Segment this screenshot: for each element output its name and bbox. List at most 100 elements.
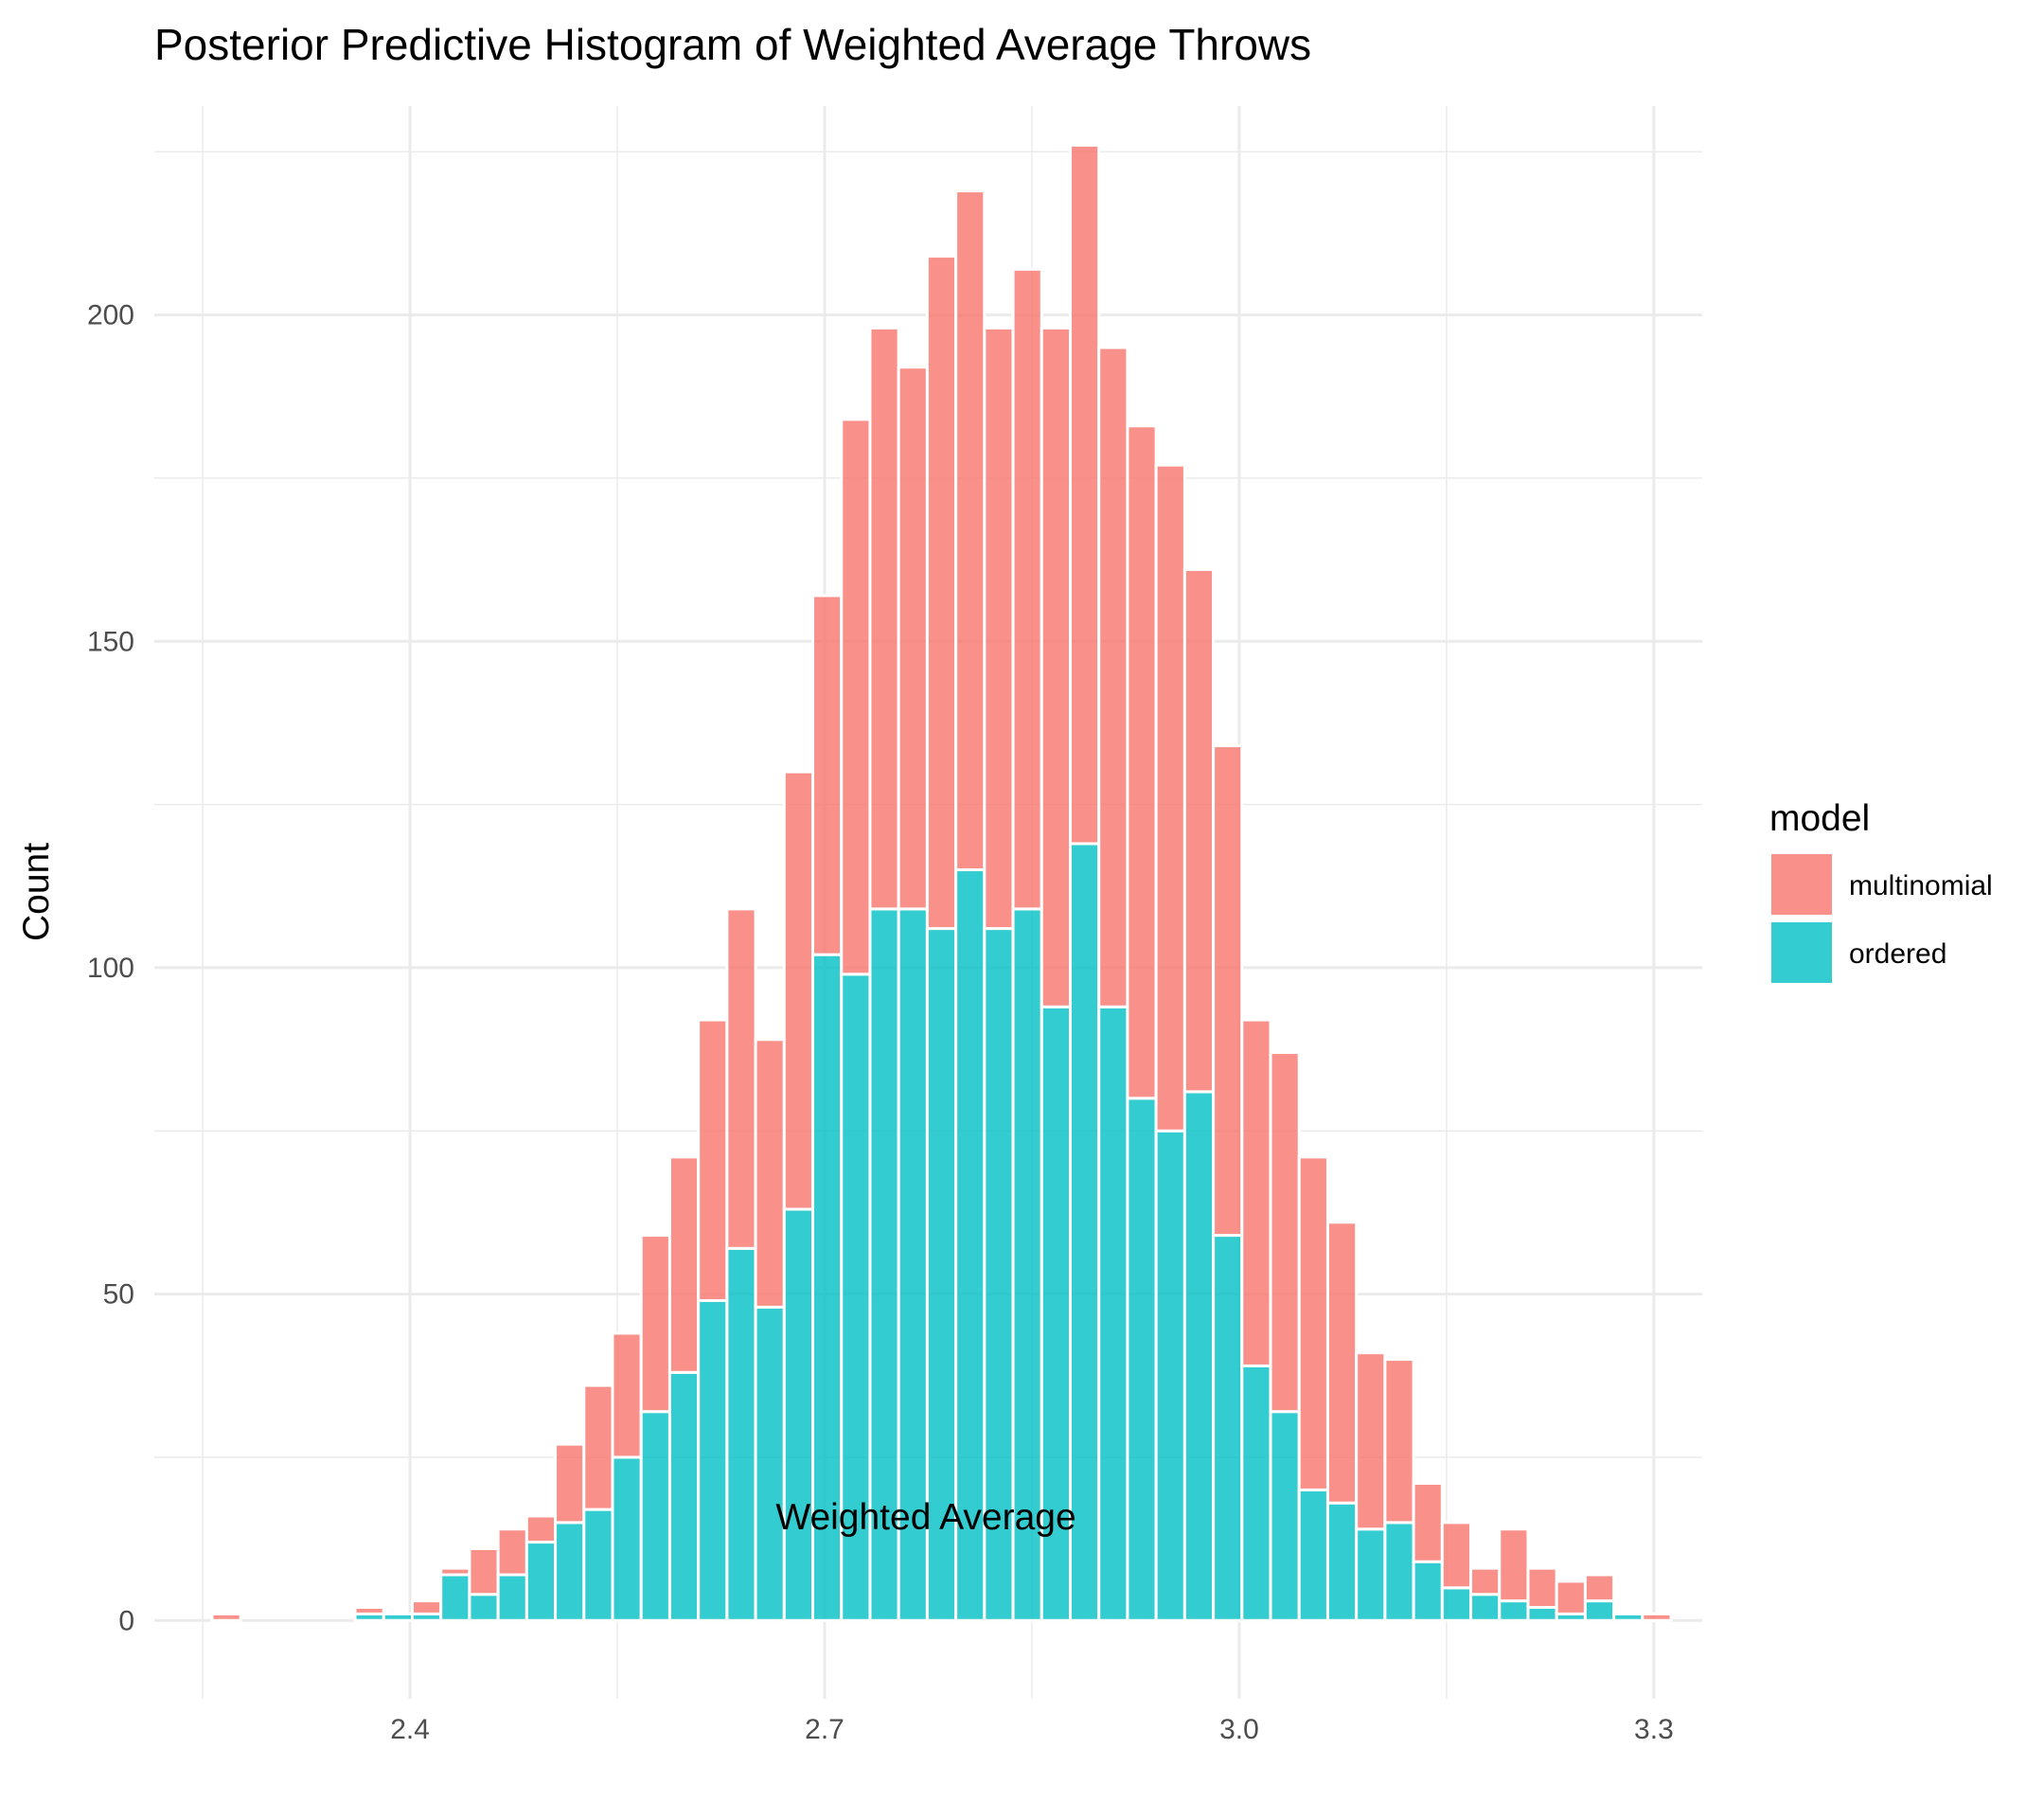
y-tick-label: 50 bbox=[103, 1279, 134, 1311]
bar-multinomial bbox=[1240, 1018, 1272, 1367]
bar-ordered bbox=[667, 1370, 701, 1622]
bar-multinomial bbox=[725, 907, 757, 1250]
bar-multinomial bbox=[925, 255, 958, 931]
bar-ordered bbox=[382, 1612, 414, 1622]
bar-multinomial bbox=[697, 1018, 729, 1302]
bar-ordered bbox=[1097, 1005, 1129, 1622]
bar-ordered bbox=[1325, 1501, 1359, 1622]
bar-multinomial bbox=[754, 1038, 786, 1309]
bar-ordered bbox=[697, 1299, 729, 1622]
bar-ordered bbox=[496, 1573, 528, 1622]
bar-multinomial bbox=[1097, 346, 1129, 1008]
bar-multinomial bbox=[1498, 1527, 1530, 1603]
bar-multinomial bbox=[496, 1527, 528, 1577]
bar-multinomial bbox=[667, 1155, 701, 1374]
bar-ordered bbox=[468, 1593, 500, 1622]
y-tick-label: 100 bbox=[87, 953, 134, 984]
bar-multinomial bbox=[1440, 1521, 1473, 1590]
bar-multinomial bbox=[1011, 267, 1043, 911]
bar-multinomial bbox=[782, 770, 815, 1211]
bar-multinomial bbox=[983, 326, 1015, 931]
bar-multinomial bbox=[1583, 1573, 1616, 1603]
bar-ordered bbox=[1182, 1090, 1216, 1622]
bar-ordered bbox=[582, 1508, 614, 1622]
legend-label-multinomial: multinomial bbox=[1849, 870, 1993, 901]
bar-multinomial bbox=[1212, 744, 1244, 1238]
bar-ordered bbox=[782, 1207, 815, 1622]
y-tick-label: 0 bbox=[118, 1605, 134, 1636]
y-axis-ticks: 0 50 100 150 200 bbox=[87, 300, 134, 1637]
x-axis-ticks: 2.4 2.7 3.0 3.3 bbox=[390, 1714, 1674, 1745]
bar-ordered bbox=[1355, 1527, 1387, 1622]
chart-title: Posterior Predictive Histogram of Weight… bbox=[154, 20, 1311, 69]
bar-ordered bbox=[1583, 1599, 1616, 1622]
bar-ordered bbox=[983, 927, 1015, 1622]
bar-multinomial bbox=[1269, 1051, 1301, 1414]
y-tick-label: 150 bbox=[87, 626, 134, 657]
bar-multinomial bbox=[1068, 143, 1101, 846]
bar-ordered bbox=[1212, 1234, 1244, 1622]
bar-multinomial bbox=[1526, 1566, 1558, 1609]
bar-ordered bbox=[554, 1521, 586, 1622]
bar-ordered bbox=[725, 1246, 757, 1622]
legend-title: model bbox=[1769, 798, 1870, 839]
bar-multinomial bbox=[1412, 1482, 1444, 1563]
bar-ordered bbox=[611, 1455, 643, 1622]
bar-multinomial bbox=[1325, 1221, 1359, 1505]
bar-ordered bbox=[1297, 1488, 1329, 1622]
y-axis-title: Count bbox=[16, 843, 57, 941]
bar-ordered bbox=[1269, 1410, 1301, 1622]
bar-multinomial bbox=[1182, 567, 1216, 1094]
bar-multinomial bbox=[1555, 1579, 1587, 1615]
bar-multinomial bbox=[468, 1546, 500, 1597]
bar-ordered bbox=[1240, 1364, 1272, 1622]
bar-ordered bbox=[524, 1541, 558, 1622]
bar-multinomial bbox=[554, 1442, 586, 1525]
legend-label-ordered: ordered bbox=[1849, 938, 1946, 970]
bar-ordered bbox=[1526, 1605, 1558, 1622]
legend: model multinomial ordered bbox=[1769, 798, 1993, 983]
bar-ordered bbox=[439, 1573, 471, 1622]
bar-multinomial bbox=[611, 1331, 643, 1459]
bar-multinomial bbox=[897, 366, 929, 911]
bar-multinomial bbox=[1469, 1566, 1502, 1597]
bar-multinomial bbox=[954, 189, 986, 872]
bar-ordered bbox=[1469, 1593, 1502, 1622]
bar-multinomial bbox=[1126, 424, 1158, 1100]
bar-multinomial bbox=[840, 418, 872, 976]
bar-ordered bbox=[639, 1410, 671, 1622]
x-axis-title: Weighted Average bbox=[775, 1497, 1075, 1538]
bar-ordered bbox=[1412, 1560, 1444, 1622]
bar-ordered bbox=[1440, 1586, 1473, 1622]
bar-multinomial bbox=[1641, 1612, 1673, 1622]
bar-multinomial bbox=[524, 1514, 558, 1544]
bar-multinomial bbox=[1355, 1351, 1387, 1531]
bar-ordered bbox=[1612, 1612, 1644, 1622]
bar-multinomial bbox=[811, 594, 844, 956]
legend-swatch-multinomial bbox=[1771, 854, 1832, 915]
bar-ordered bbox=[1126, 1097, 1158, 1622]
bar-multinomial bbox=[868, 326, 900, 911]
bar-multinomial bbox=[639, 1234, 671, 1414]
bar-multinomial bbox=[1040, 326, 1072, 1008]
bar-multinomial bbox=[582, 1383, 614, 1511]
y-tick-label: 200 bbox=[87, 300, 134, 331]
x-tick-label: 3.0 bbox=[1219, 1714, 1259, 1745]
bar-ordered bbox=[754, 1305, 786, 1622]
x-tick-label: 3.3 bbox=[1634, 1714, 1674, 1745]
bar-ordered bbox=[1154, 1129, 1186, 1622]
x-tick-label: 2.7 bbox=[805, 1714, 844, 1745]
bars bbox=[210, 143, 1673, 1622]
bar-multinomial bbox=[1154, 463, 1186, 1133]
bar-ordered bbox=[1383, 1521, 1415, 1622]
bar-multinomial bbox=[353, 1605, 385, 1615]
bar-ordered bbox=[1498, 1599, 1530, 1622]
x-tick-label: 2.4 bbox=[390, 1714, 430, 1745]
bar-multinomial bbox=[1383, 1358, 1415, 1525]
bar-multinomial bbox=[410, 1599, 443, 1615]
legend-swatch-ordered bbox=[1771, 922, 1832, 983]
bar-multinomial bbox=[1297, 1155, 1329, 1491]
bar-multinomial bbox=[439, 1566, 471, 1577]
bar-multinomial bbox=[210, 1612, 242, 1622]
